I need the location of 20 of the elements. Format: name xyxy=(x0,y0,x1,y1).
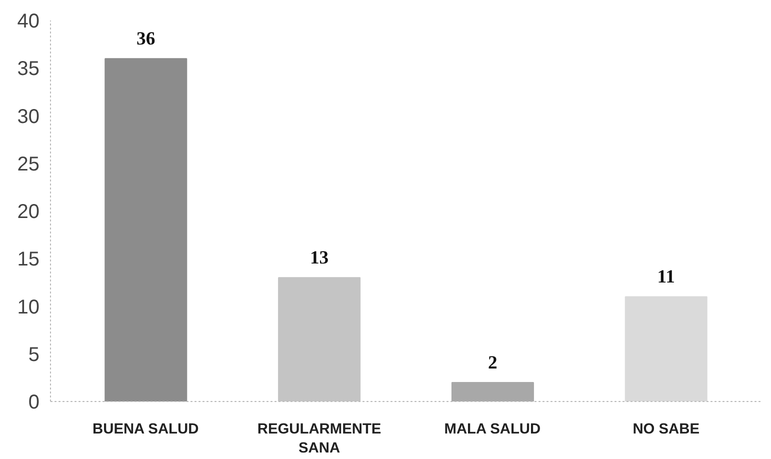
data-label: 13 xyxy=(310,248,329,269)
data-label: 36 xyxy=(136,28,156,50)
bar xyxy=(451,382,534,402)
bar xyxy=(624,296,708,402)
y-tick-label: 5 xyxy=(28,344,40,366)
data-label: 11 xyxy=(657,266,675,288)
x-tick-label: REGULARMENTE SANA xyxy=(257,422,382,457)
y-tick-label: 10 xyxy=(17,296,40,318)
bar xyxy=(104,58,188,402)
y-tick-label: 15 xyxy=(17,248,40,271)
y-tick-label: 30 xyxy=(17,106,40,128)
data-label: 2 xyxy=(488,352,498,374)
x-tick-label: BUENA SALUD xyxy=(92,422,199,438)
y-tick-label: 35 xyxy=(17,58,40,80)
y-tick-label: 25 xyxy=(17,153,40,176)
y-tick-label: 20 xyxy=(17,201,40,223)
y-tick-label: 0 xyxy=(28,392,40,414)
y-tick-label: 40 xyxy=(17,10,40,32)
x-tick-label: MALA SALUD xyxy=(444,422,541,438)
x-tick-label: NO SABE xyxy=(632,422,700,438)
